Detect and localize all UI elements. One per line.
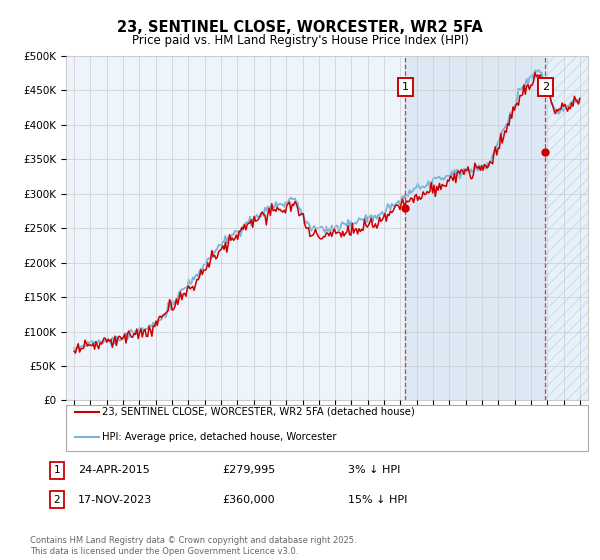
Text: 17-NOV-2023: 17-NOV-2023: [78, 494, 152, 505]
Text: 2: 2: [53, 494, 61, 505]
Text: 1: 1: [402, 82, 409, 92]
Text: £360,000: £360,000: [222, 494, 275, 505]
Text: 2: 2: [542, 82, 549, 92]
Bar: [545, 56, 588, 400]
Text: 23, SENTINEL CLOSE, WORCESTER, WR2 5FA: 23, SENTINEL CLOSE, WORCESTER, WR2 5FA: [117, 20, 483, 35]
Text: 24-APR-2015: 24-APR-2015: [78, 465, 150, 475]
Text: 1: 1: [53, 465, 61, 475]
Text: 23, SENTINEL CLOSE, WORCESTER, WR2 5FA (detached house): 23, SENTINEL CLOSE, WORCESTER, WR2 5FA (…: [102, 407, 415, 417]
Text: £279,995: £279,995: [222, 465, 275, 475]
Text: 15% ↓ HPI: 15% ↓ HPI: [348, 494, 407, 505]
Text: Contains HM Land Registry data © Crown copyright and database right 2025.
This d: Contains HM Land Registry data © Crown c…: [30, 536, 356, 556]
Bar: [406, 56, 545, 400]
Text: 3% ↓ HPI: 3% ↓ HPI: [348, 465, 400, 475]
Text: Price paid vs. HM Land Registry's House Price Index (HPI): Price paid vs. HM Land Registry's House …: [131, 34, 469, 46]
Text: HPI: Average price, detached house, Worcester: HPI: Average price, detached house, Worc…: [102, 432, 337, 442]
